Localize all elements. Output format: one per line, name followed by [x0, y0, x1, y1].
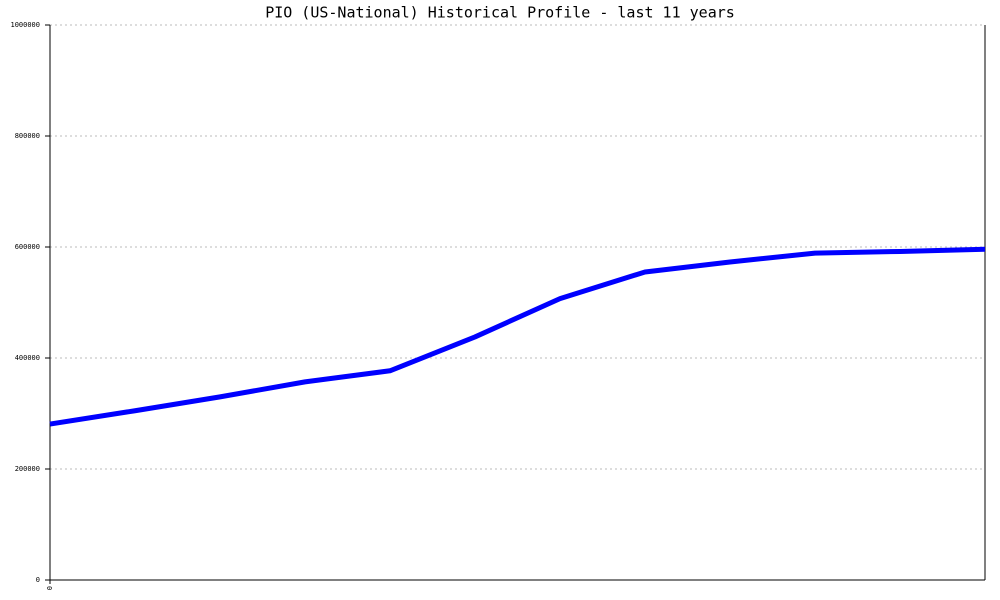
y-tick-label: 400000 [15, 354, 40, 362]
series-line [49, 246, 986, 427]
y-tick-label: 600000 [15, 243, 40, 251]
chart-title: PIO (US-National) Historical Profile - l… [265, 4, 735, 22]
y-tick-label: 800000 [15, 132, 40, 140]
y-tick-label: 0 [36, 576, 40, 584]
y-tick-label: 1000000 [10, 21, 40, 29]
y-tick-label: 200000 [15, 465, 40, 473]
x-tick-label: 0 [46, 586, 54, 590]
